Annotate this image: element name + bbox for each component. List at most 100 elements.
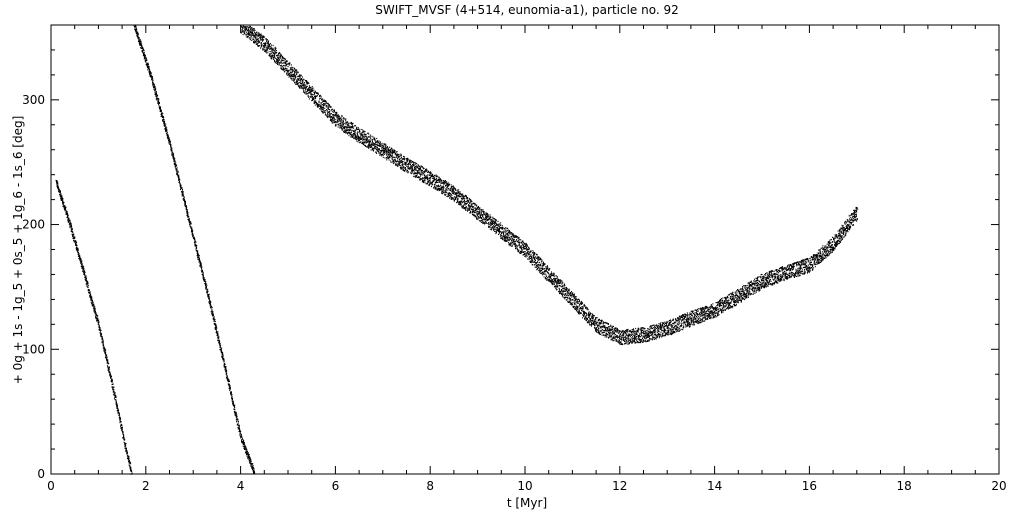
data-point xyxy=(76,244,78,246)
data-point xyxy=(158,105,160,107)
data-point xyxy=(235,421,237,423)
data-point xyxy=(166,134,168,136)
data-point xyxy=(258,39,260,41)
data-point xyxy=(140,40,142,42)
data-point xyxy=(456,192,458,195)
data-point xyxy=(196,251,198,254)
data-point xyxy=(253,28,255,30)
data-point xyxy=(59,191,61,193)
data-point xyxy=(77,249,79,251)
data-point xyxy=(462,201,464,203)
data-point xyxy=(144,56,146,58)
data-point xyxy=(274,53,276,55)
data-point xyxy=(246,449,248,451)
data-point xyxy=(302,76,304,78)
data-point xyxy=(225,366,227,368)
data-point xyxy=(77,251,79,253)
data-point xyxy=(56,183,58,185)
data-point xyxy=(191,230,193,232)
data-point xyxy=(431,174,433,176)
data-point xyxy=(225,372,227,374)
data-point xyxy=(197,251,199,253)
data-point xyxy=(149,70,151,72)
data-point xyxy=(437,186,439,188)
data-point xyxy=(147,64,149,66)
data-point xyxy=(290,76,292,78)
data-point xyxy=(292,77,294,79)
data-point xyxy=(330,116,332,118)
data-point xyxy=(156,97,158,99)
data-point xyxy=(365,135,367,138)
data-point xyxy=(269,46,271,48)
data-point xyxy=(388,159,390,161)
data-point xyxy=(111,375,113,378)
data-point xyxy=(78,254,80,256)
data-point xyxy=(258,34,260,36)
data-point xyxy=(75,247,77,249)
data-point xyxy=(372,144,374,146)
data-point xyxy=(485,216,487,219)
data-point xyxy=(89,295,91,297)
data-point xyxy=(236,419,238,421)
data-point xyxy=(293,79,295,81)
data-point xyxy=(454,199,456,201)
data-point xyxy=(444,183,446,185)
data-point xyxy=(157,97,159,100)
data-point xyxy=(102,347,104,349)
data-point xyxy=(349,122,351,124)
data-point xyxy=(347,124,349,126)
data-point xyxy=(148,68,150,70)
data-point xyxy=(375,141,377,143)
data-point xyxy=(234,405,236,407)
data-point xyxy=(164,122,166,124)
data-point xyxy=(258,33,260,35)
data-point xyxy=(325,114,327,116)
data-point xyxy=(125,443,127,445)
data-point xyxy=(279,57,281,59)
data-point xyxy=(170,145,172,148)
data-point xyxy=(420,173,422,175)
data-point xyxy=(382,144,384,147)
data-point xyxy=(387,153,389,156)
data-point xyxy=(112,383,114,385)
data-point xyxy=(214,320,216,323)
data-point xyxy=(389,154,391,157)
data-point xyxy=(308,88,310,90)
data-point xyxy=(250,26,252,29)
data-point xyxy=(309,88,311,91)
data-point xyxy=(143,51,145,54)
data-point xyxy=(226,373,228,375)
data-point xyxy=(173,159,175,162)
data-point xyxy=(347,131,349,134)
data-point xyxy=(120,427,122,429)
data-point xyxy=(128,465,130,467)
data-point xyxy=(397,163,399,165)
data-point xyxy=(341,128,343,130)
data-point xyxy=(360,138,362,140)
data-point xyxy=(361,137,363,139)
data-point xyxy=(399,161,401,164)
data-point xyxy=(110,376,112,378)
data-point xyxy=(379,154,381,156)
data-point xyxy=(356,127,358,130)
data-point xyxy=(462,198,464,200)
data-point xyxy=(349,125,351,127)
data-point xyxy=(287,63,289,65)
data-point xyxy=(149,73,151,75)
data-point xyxy=(149,72,151,75)
data-point xyxy=(410,167,412,169)
data-point xyxy=(402,158,404,160)
data-point xyxy=(87,282,89,284)
data-point xyxy=(392,156,394,158)
data-point xyxy=(256,43,258,45)
data-point xyxy=(313,102,315,104)
data-point xyxy=(430,171,432,173)
data-point xyxy=(346,122,348,124)
data-point xyxy=(57,182,59,185)
data-point xyxy=(468,205,470,208)
data-point xyxy=(150,72,152,74)
data-point xyxy=(294,78,296,80)
data-point xyxy=(280,59,282,61)
data-point xyxy=(85,279,87,282)
